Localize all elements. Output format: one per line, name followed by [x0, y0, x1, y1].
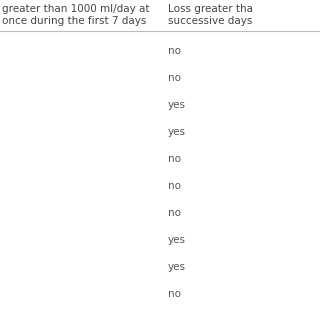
Text: no: no — [168, 208, 181, 218]
Text: no: no — [168, 181, 181, 191]
Text: Loss greater tha: Loss greater tha — [168, 4, 253, 14]
Text: yes: yes — [168, 262, 186, 272]
Text: no: no — [168, 289, 181, 299]
Text: successive days: successive days — [168, 16, 252, 26]
Text: yes: yes — [168, 100, 186, 110]
Text: yes: yes — [168, 235, 186, 245]
Text: no: no — [168, 154, 181, 164]
Text: no: no — [168, 46, 181, 56]
Text: yes: yes — [168, 127, 186, 137]
Text: once during the first 7 days: once during the first 7 days — [2, 16, 146, 26]
Text: no: no — [168, 73, 181, 83]
Text: greater than 1000 ml/day at: greater than 1000 ml/day at — [2, 4, 149, 14]
